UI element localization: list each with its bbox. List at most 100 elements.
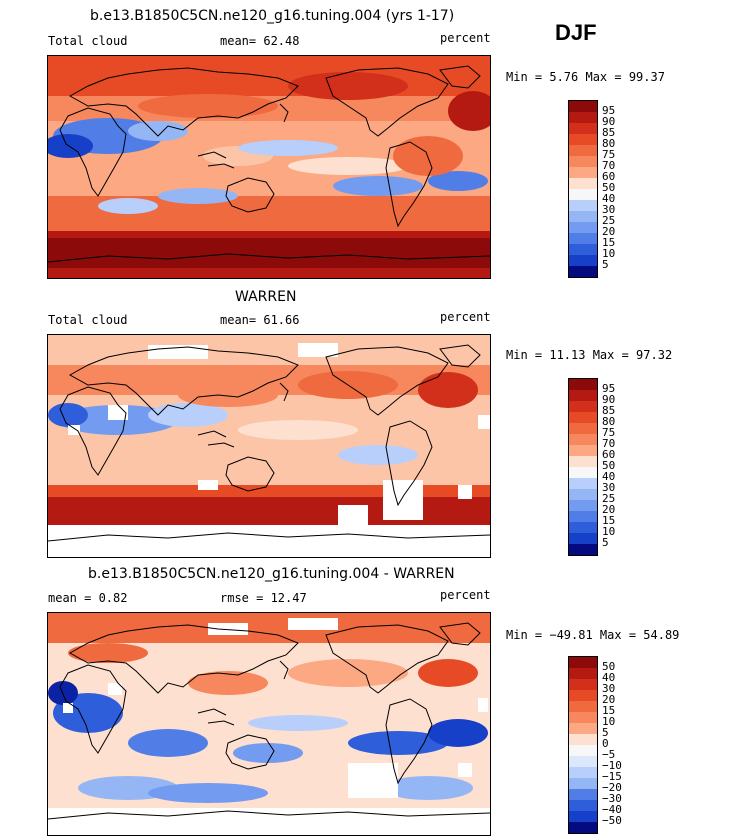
colorbar-tick-label: 5 — [602, 726, 609, 739]
colorbar-swatch — [569, 690, 597, 701]
colorbar-tick-label: 90 — [602, 115, 616, 128]
season-label: DJF — [555, 20, 597, 45]
coastline — [48, 810, 490, 820]
colorbar-swatch — [569, 456, 597, 467]
panel-2-center-label: mean= 61.66 — [220, 313, 300, 327]
missing-data — [458, 763, 472, 777]
colorbar-swatch — [569, 522, 597, 533]
panel-3-minmax: Min = −49.81 Max = 54.89 — [506, 628, 680, 642]
cloud-field — [333, 176, 423, 196]
colorbar-tick-label: 70 — [602, 437, 616, 450]
cloud-field — [148, 403, 228, 427]
panel-3-title: b.e13.B1850C5CN.ne120_g16.tuning.004 - W… — [88, 566, 455, 582]
colorbar-swatch — [569, 145, 597, 156]
colorbar-tick-label: 5 — [602, 258, 609, 271]
colorbar-swatch — [569, 800, 597, 811]
cloud-field — [48, 134, 93, 158]
cloud-field — [428, 171, 488, 191]
colorbar-tick-label: 75 — [602, 148, 616, 161]
cloud-field — [338, 445, 418, 465]
colorbar-tick-label: 40 — [602, 470, 616, 483]
colorbar-tick-label: 30 — [602, 682, 616, 695]
cloud-field — [238, 420, 358, 440]
cloud-field — [448, 91, 490, 131]
coastline — [325, 67, 449, 137]
cloud-field — [148, 783, 268, 803]
colorbar-swatch — [569, 467, 597, 478]
panel-1-map — [47, 55, 491, 279]
colorbar-swatch — [569, 200, 597, 211]
colorbar-tick-label: 20 — [602, 225, 616, 238]
colorbar-tick-label: 0 — [602, 737, 609, 750]
cloud-field — [188, 671, 268, 695]
missing-data — [198, 480, 218, 490]
colorbar-tick-label: 10 — [602, 715, 616, 728]
colorbar-swatch — [569, 434, 597, 445]
colorbar-swatch — [569, 767, 597, 778]
missing-data — [48, 525, 490, 557]
colorbar-tick-label: 50 — [602, 660, 616, 673]
colorbar-tick-label: 40 — [602, 671, 616, 684]
colorbar-swatch — [569, 178, 597, 189]
panel-3-map — [47, 612, 491, 836]
colorbar-tick-label: −10 — [602, 759, 622, 772]
coastline — [325, 346, 449, 416]
missing-data — [48, 808, 490, 835]
colorbar-swatch — [569, 412, 597, 423]
colorbar-tick-label: 10 — [602, 247, 616, 260]
colorbar-swatch — [569, 533, 597, 544]
colorbar-swatch — [569, 222, 597, 233]
colorbar-swatch — [569, 189, 597, 200]
panel-1-right-label: percent — [440, 31, 491, 45]
colorbar-swatch — [569, 723, 597, 734]
colorbar-swatch — [569, 701, 597, 712]
colorbar-tick-label: 85 — [602, 126, 616, 139]
coastline — [325, 624, 449, 694]
missing-data — [108, 405, 128, 420]
colorbar-swatches — [568, 656, 598, 834]
cloud-field — [98, 198, 158, 214]
panel-3-left-label: mean = 0.82 — [48, 591, 128, 605]
colorbar-tick-label: 25 — [602, 492, 616, 505]
map-field — [48, 613, 490, 835]
coastline — [385, 698, 433, 785]
colorbar-swatch — [569, 233, 597, 244]
missing-data — [298, 343, 338, 357]
colorbar-swatch — [569, 511, 597, 522]
cloud-field — [348, 731, 448, 755]
colorbar-tick-label: −5 — [602, 748, 616, 761]
colorbar-tick-label: 30 — [602, 481, 616, 494]
coastline — [225, 456, 275, 492]
panel-2-right-label: percent — [440, 310, 491, 324]
colorbar-tick-label: 75 — [602, 426, 616, 439]
missing-data — [108, 683, 122, 695]
colorbar-tick-label: 30 — [602, 203, 616, 216]
coastlines — [48, 65, 490, 263]
colorbar-swatch — [569, 266, 597, 277]
colorbar-tick-label: 95 — [602, 104, 616, 117]
colorbar-tick-label: 15 — [602, 704, 616, 717]
colorbar-swatch — [569, 789, 597, 800]
coastline — [197, 708, 235, 726]
colorbar-tick-label: 20 — [602, 693, 616, 706]
colorbar-tick-label: 50 — [602, 181, 616, 194]
colorbar-swatch — [569, 778, 597, 789]
missing-data — [68, 425, 80, 435]
panel-2-left-label: Total cloud — [48, 313, 128, 327]
coastline — [279, 103, 289, 123]
colorbar-swatch — [569, 445, 597, 456]
cloud-field — [68, 643, 148, 663]
panel-2-map — [47, 334, 491, 558]
coastline — [385, 141, 433, 228]
colorbar-tick-label: 15 — [602, 514, 616, 527]
colorbar-tick-label: −50 — [602, 814, 622, 827]
colorbar-tick-label: −40 — [602, 803, 622, 816]
cloud-band — [48, 238, 490, 268]
missing-data — [288, 618, 338, 630]
colorbar-swatch — [569, 101, 597, 112]
colorbar-swatch — [569, 379, 597, 390]
cloud-band — [48, 56, 490, 96]
missing-data — [383, 480, 423, 520]
colorbar-tick-label: 90 — [602, 393, 616, 406]
colorbar-tick-label: −30 — [602, 792, 622, 805]
